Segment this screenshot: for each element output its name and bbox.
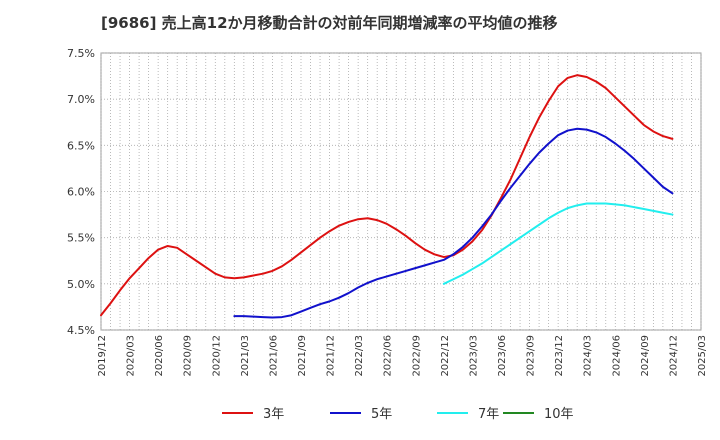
x-tick-label: 2024/12	[668, 335, 679, 377]
series-line-5年	[233, 127, 674, 319]
y-tick-label: 5.0%	[67, 278, 95, 291]
x-tick-label: 2023/09	[526, 335, 537, 377]
x-tick-label: 2021/12	[326, 335, 337, 377]
x-tick-label: 2021/09	[297, 335, 308, 377]
x-tick-label: 2019/12	[97, 335, 108, 377]
x-tick-label: 2022/03	[354, 335, 365, 377]
x-tick-label: 2022/09	[411, 335, 422, 377]
x-tick-label: 2020/09	[183, 335, 194, 377]
y-axis: 4.5% 5.0% 5.5% 6.0% 6.5% 7.0% 7.5%	[67, 47, 95, 337]
x-tick-label: 2024/03	[583, 335, 594, 377]
x-tick-label: 2025/03	[697, 335, 708, 377]
legend-label: 5年	[371, 407, 392, 422]
series-line-3年	[100, 74, 674, 317]
legend-label: 7年	[478, 407, 499, 422]
chart-title: [9686] 売上高12か月移動合計の対前年同期増減率の平均値の推移	[101, 14, 558, 32]
x-tick-label: 2023/06	[497, 335, 508, 377]
y-tick-label: 7.0%	[67, 93, 95, 106]
y-tick-label: 7.5%	[67, 47, 95, 60]
x-tick-label: 2022/06	[383, 335, 394, 377]
y-tick-label: 4.5%	[67, 324, 95, 337]
x-tick-label: 2024/06	[611, 335, 622, 377]
legend: 3年 5年 7年 10年	[222, 407, 574, 422]
x-tick-label: 2023/03	[468, 335, 479, 377]
grid-lines	[100, 52, 702, 331]
y-tick-label: 6.5%	[67, 139, 95, 152]
x-tick-label: 2023/12	[554, 335, 565, 377]
x-axis: 2019/12 2020/03 2020/06 2020/09 2020/12 2021/…	[97, 335, 708, 377]
x-tick-label: 2020/06	[154, 335, 165, 377]
x-tick-label: 2020/12	[211, 335, 222, 377]
x-tick-label: 2022/12	[440, 335, 451, 377]
y-tick-label: 6.0%	[67, 186, 95, 199]
legend-label: 10年	[544, 407, 574, 422]
series-line-7年	[442, 202, 674, 285]
legend-label: 3年	[263, 407, 284, 422]
y-tick-label: 5.5%	[67, 232, 95, 245]
series-lines	[100, 74, 674, 319]
x-tick-label: 2020/03	[126, 335, 137, 377]
x-tick-label: 2024/09	[640, 335, 651, 377]
x-tick-label: 2021/06	[268, 335, 279, 377]
x-tick-label: 2021/03	[240, 335, 251, 377]
